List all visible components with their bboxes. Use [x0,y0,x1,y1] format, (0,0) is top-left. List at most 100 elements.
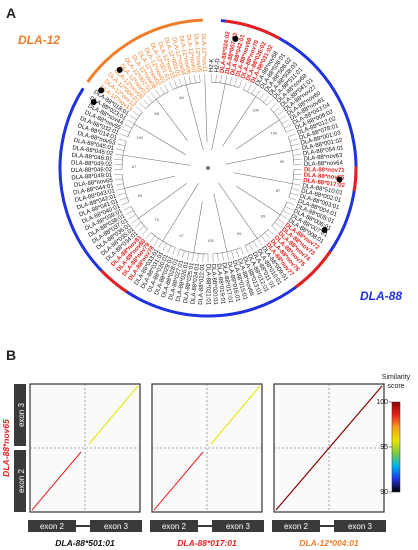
leaf-branch [115,148,124,151]
leaf-branch [127,119,135,125]
red-segment-arc [295,250,332,289]
leaf-branch [119,197,128,201]
x-exon3-label: exon 3 [226,522,251,531]
tree-branch [223,83,226,90]
tree-branch [159,175,176,181]
leaf-branch [167,245,172,254]
tree-leaf-label: DLA-88*049:02 [71,160,113,168]
leaf-branch [192,252,194,261]
leaf-branch [197,253,199,262]
x-exon3-label: exon 3 [104,522,129,531]
tree-branch [170,183,199,228]
legend-colorbar [391,401,401,493]
leaf-branch [215,74,217,83]
dot-plot-2: exon 2 exon 3 DLA-88*017:01 [150,383,264,548]
leaf-branch [147,95,153,103]
tree-leaf-label: DLA-88*020:01 [210,264,218,306]
marker-dot [116,66,123,73]
tree-branch [133,123,149,133]
leaf-branch [128,214,136,220]
leaf-branch [263,95,269,103]
tree-branch [159,183,188,204]
leaf-branch [114,178,123,181]
leaf-branch [224,75,228,84]
leaf-branch [226,251,229,260]
leaf-branch [115,183,124,186]
leaf-branch [231,250,234,259]
marker-dot [336,176,343,183]
bootstrap-value: 75 [154,217,159,222]
leaf-branch [238,80,243,88]
allele-label: DLA-88*501:01 [55,538,115,548]
dot-plots: exon 3 exon 2 DLA-88*nov65 exon 2 exon 3 DLA-… [1,383,386,548]
tree-branch [138,202,160,219]
leaf-branch [120,133,128,138]
legend-tick-label: 95 [380,444,388,451]
leaf-branch [234,78,238,87]
tree-leaf-label: DLA-12*nov11 [200,33,207,72]
x-exon3-label: exon 3 [348,522,373,531]
leaf-branch [222,252,224,261]
tree-leaf-label: H2-D [214,58,221,73]
tree-leaf-label: H2-K [209,58,215,72]
leaf-branch [289,138,298,142]
leaf-branch [292,183,301,186]
leaf-branch [286,128,294,133]
leaf-branch [248,243,254,251]
legend-tick-label: 90 [380,489,388,496]
leaf-branch [253,240,258,249]
tree-branch [162,227,172,242]
leaf-branch [116,188,125,191]
leaf-branch [288,197,297,201]
similarity-line-exon2 [31,451,82,511]
leaf-branch [240,247,244,256]
tree-leaf-label: DLA-88*nov63 [303,153,343,163]
leaf-branch [284,124,292,129]
leaf-branch [114,158,123,161]
leaf-branch [173,80,178,88]
leaf-branch [277,218,285,224]
tree-leaf-label: DLA-88*nov64 [304,160,344,168]
x-exon2-label: exon 2 [40,522,65,531]
tree-branch [213,193,220,217]
leaf-branch [293,153,301,156]
leaf-branch [280,214,288,220]
x-exon2-bar [150,520,198,532]
x-exon3-bar [334,520,386,532]
leaf-branch [244,245,249,254]
leaf-branch [273,106,280,113]
leaf-branch [115,153,123,156]
leaf-branch [138,225,145,232]
x-exon2-bar [28,520,76,532]
dla12-arc [86,18,203,83]
y-exon2-bar [14,450,26,512]
tree-branch [195,119,204,151]
tree-branch [204,88,208,143]
tree-leaf-label: DLA-88*022:01 [198,263,206,305]
leaf-branch [169,82,173,90]
leaf-branch [270,103,277,109]
tree-leaf-label: DLA-88*017:02 [303,178,346,189]
y-exon3-label: exon 3 [17,402,26,427]
leaf-branch [229,77,233,85]
leaf-branch [172,247,176,256]
leaf-branch [247,84,252,92]
bootstrap-value: 97 [179,233,184,238]
bootstrap-value: 69 [261,214,266,219]
leaf-branch [182,250,185,259]
tree-branch [193,246,196,253]
bootstrap-value: 69 [138,193,143,198]
panel-a-letter: A [6,5,16,21]
similarity-line-exon3 [210,385,261,445]
bootstrap-value: 100 [252,107,259,112]
tree-branch [257,119,280,135]
dot-plot-3: exon 2 exon 3 DLA-12*004:01 [272,383,386,548]
similarity-line [275,385,383,511]
leaf-branch [143,99,150,106]
allele-label: DLA-12*004:01 [299,538,359,548]
leaf-branch [281,119,289,125]
bootstrap-value: 66 [179,95,184,100]
x-exon3-bar [90,520,142,532]
phylogenetic-tree: H2-KH2-DDLA-88*024:02DLA-88*007:02DLA-88… [58,18,358,318]
leaf-branch [255,89,261,97]
